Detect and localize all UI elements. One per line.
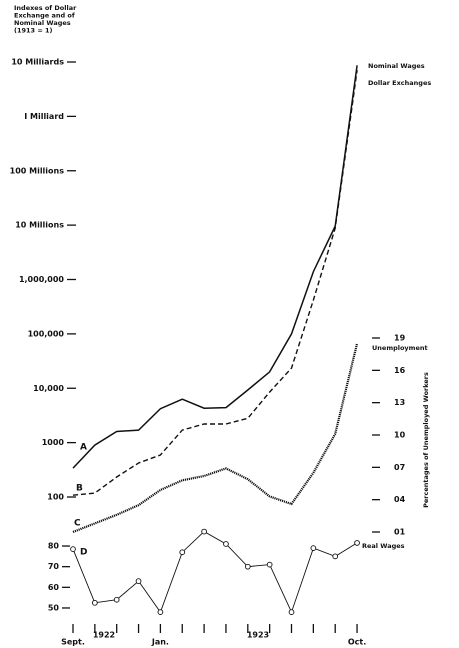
y3-tick-label: 60 (48, 583, 60, 592)
data-point (354, 540, 360, 546)
data-point (288, 609, 295, 615)
series-line (72, 70, 358, 496)
y-tick-label: 1000 (42, 438, 65, 447)
y2-tick-label: 19 (394, 334, 406, 343)
y2-tick-label: 13 (394, 398, 405, 407)
series-letter: D (80, 548, 87, 558)
y-tick-label: 100 (47, 493, 64, 502)
data-point (266, 561, 273, 568)
data-point (113, 596, 120, 603)
x-tick-label: Jan. (151, 638, 169, 647)
y2-tick-label: 07 (394, 463, 405, 472)
y-tick-label: 10 Millions (15, 221, 64, 230)
data-point (223, 541, 229, 547)
x-tick-label: Sept. (61, 638, 85, 647)
data-point (157, 609, 164, 615)
y-tick-label: 1,000,000 (19, 275, 64, 284)
y-tick-label: 100 Millions (10, 166, 65, 175)
series-line (72, 65, 358, 469)
series-line (72, 343, 359, 534)
y-tick-label: 10,000 (33, 384, 64, 393)
y-tick-label: 100,000 (28, 329, 65, 338)
chart-title: (1913 = 1) (14, 27, 53, 35)
legend-label: Dollar Exchanges (368, 79, 431, 87)
data-point (310, 545, 317, 551)
data-point (70, 546, 76, 552)
data-point (332, 553, 339, 560)
data-point (135, 578, 142, 584)
data-point (201, 528, 207, 535)
y3-tick-label: 80 (48, 542, 60, 551)
legend-label: Real Wages (362, 542, 405, 550)
y-tick-label: 10 Milliards (11, 58, 64, 67)
chart-title: Nominal Wages (14, 19, 71, 27)
y3-tick-label: 70 (48, 562, 60, 571)
data-point (179, 549, 186, 556)
chart-title: Exchange and of (14, 12, 75, 20)
y2-tick-label: 10 (394, 431, 406, 440)
year-label: 1923 (247, 631, 269, 640)
data-point (244, 563, 251, 570)
series-letter: C (74, 519, 81, 529)
series-letter: B (76, 484, 83, 494)
y2-axis-title: Percentages of Unemployed Workers (422, 372, 430, 508)
series-line (72, 531, 358, 614)
year-label: 1922 (93, 631, 115, 640)
y2-tick-label: 16 (394, 366, 406, 375)
legend-label: Nominal Wages (368, 62, 425, 70)
y2-tick-label: 04 (394, 495, 406, 504)
y-tick-label: I Milliard (24, 112, 64, 121)
data-point (91, 599, 98, 606)
y2-tick-label: 01 (394, 528, 406, 537)
series-letter: A (80, 443, 87, 453)
x-tick-label: Oct. (348, 638, 366, 647)
chart-title: Indexes of Dollar (14, 4, 77, 12)
legend-label: Unemployment (372, 344, 428, 352)
y3-tick-label: 50 (48, 603, 60, 612)
